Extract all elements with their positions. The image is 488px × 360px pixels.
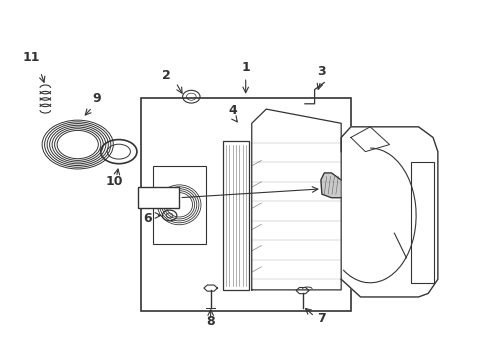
Text: 4: 4 [227, 104, 236, 117]
Bar [138, 187, 179, 208]
Text: 2: 2 [162, 69, 170, 82]
Text: 10: 10 [105, 175, 122, 188]
Text: 3: 3 [317, 66, 325, 78]
Text: 1: 1 [241, 61, 249, 74]
Ellipse shape [57, 130, 98, 159]
Polygon shape [320, 173, 341, 198]
Text: 6: 6 [142, 212, 151, 225]
Text: 5: 5 [140, 187, 149, 200]
Polygon shape [341, 127, 437, 297]
Bar [223, 141, 249, 290]
Bar [410, 162, 434, 283]
Text: 8: 8 [206, 315, 215, 328]
Bar [152, 166, 205, 244]
Text: 7: 7 [317, 312, 325, 325]
Text: 11: 11 [22, 51, 40, 64]
Bar [140, 99, 350, 311]
Text: 9: 9 [93, 92, 101, 105]
